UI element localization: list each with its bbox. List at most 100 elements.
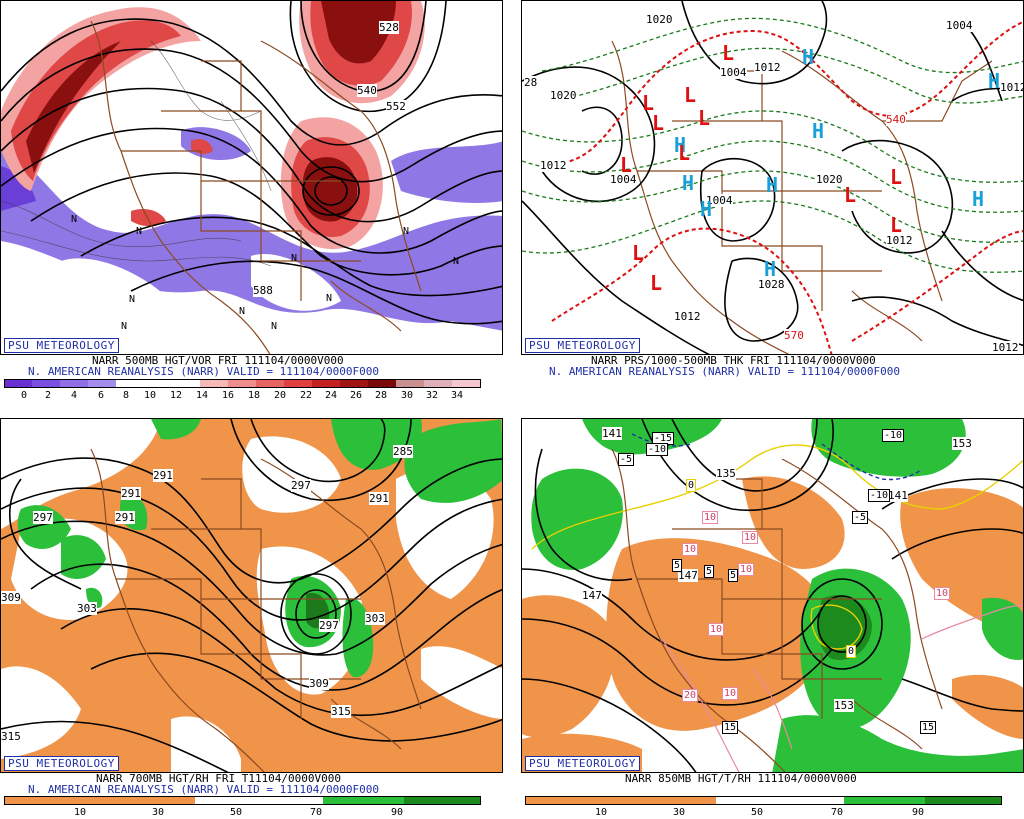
panel-850mb-temp-rh: 135 141 147 153 153 147 141 -15 -10 -5 -… [521,418,1024,819]
tick-label: 34 [450,390,464,401]
contour-label: 28 [524,76,538,89]
contour-label: 309 [309,677,329,690]
low-pressure-marker: L [844,183,857,207]
vort-marker: N [271,321,278,332]
pressure-field [522,1,1023,354]
tick-label: 24 [324,390,338,401]
tick-label: 90 [911,807,925,818]
contour-label: 291 [121,487,141,500]
temp-label: -5 [618,453,635,466]
caption-line1: NARR 700MB HGT/RH FRI T11104/0000V000 [96,772,342,785]
contour-label: 1004 [610,173,637,186]
tick-label: 8 [122,390,130,401]
high-pressure-marker: H [812,119,825,143]
contour-label: 153 [952,437,972,450]
colorbar-ticks: 0 2 4 6 8 10 12 14 16 18 20 22 24 26 28 … [4,390,481,401]
high-pressure-marker: H [972,187,985,211]
vort-marker: N [239,306,246,317]
low-pressure-marker: L [698,106,711,130]
map-850mb: 135 141 147 153 153 147 141 -15 -10 -5 -… [521,418,1024,773]
high-pressure-marker: H [766,173,779,197]
temp-label: 5 [728,569,739,582]
tick-label: 16 [221,390,235,401]
contour-label: 540 [886,113,906,126]
tick-label: 20 [273,390,287,401]
contour-label: 1012 [992,341,1019,354]
tick-label: 28 [374,390,388,401]
temp-label: 5 [672,559,683,572]
caption-line2: N. AMERICAN REANALYSIS (NARR) VALID = 11… [28,365,379,378]
temp-label: -10 [646,443,669,456]
contour-label: 1020 [816,173,843,186]
vorticity-colorbar [4,379,481,388]
contour-label: 297 [33,511,53,524]
contour-label: 303 [77,602,97,615]
tick-label: 50 [229,807,243,818]
contour-label: 147 [678,569,698,582]
psu-meteorology-badge: PSU METEOROLOGY [525,338,640,353]
low-pressure-marker: L [684,83,697,107]
colorbar-ticks: 10 30 50 70 90 [525,807,1002,818]
tick-label: 50 [750,807,764,818]
contour-label: 1012 [674,310,701,323]
tick-label: 6 [97,390,105,401]
contour-label: 315 [1,730,21,743]
tick-label: 70 [830,807,844,818]
caption-line1: NARR PRS/1000-500MB THK FRI 111104/0000V… [591,354,876,367]
tick-label: 12 [169,390,183,401]
high-pressure-marker: H [988,69,1001,93]
caption-line1: NARR 500MB HGT/VOR FRI 111104/0000V000 [92,354,344,367]
contour-label: 291 [153,469,173,482]
high-pressure-marker: H [764,257,777,281]
temp-label: 0 [846,645,857,658]
low-pressure-marker: L [890,165,903,189]
tick-label: 0 [20,390,28,401]
contour-label: 303 [365,612,385,625]
temp-label: 5 [704,565,715,578]
temp-label: 10 [742,531,759,544]
contour-label: 291 [115,511,135,524]
contour-label: 1004 [706,194,733,207]
tick-label: 70 [309,807,323,818]
temp-label: 10 [682,543,699,556]
contour-label: 147 [582,589,602,602]
vort-marker: N [121,321,128,332]
panel-surface-pressure-thickness: 1020 1020 1012 1004 1004 1012 1020 1028 … [521,0,1024,400]
contour-label: 285 [393,445,413,458]
tick-label: 30 [400,390,414,401]
contour-label: 297 [291,479,311,492]
temp-label: 10 [708,623,725,636]
contour-label: 1020 [646,13,673,26]
tick-label: 2 [44,390,52,401]
map-surface: 1020 1020 1012 1004 1004 1012 1020 1028 … [521,0,1024,355]
rh-colorbar [4,796,481,805]
low-pressure-marker: L [650,271,663,295]
tick-label: 90 [390,807,404,818]
low-pressure-marker: L [678,141,691,165]
contour-label: 1012 [540,159,567,172]
temp-label: 10 [722,687,739,700]
contour-label: 1020 [550,89,577,102]
vort-marker: N [129,294,136,305]
map-700mb: 291 291 291 285 297 297 291 303 297 303 … [0,418,503,773]
colorbar-ticks: 10 30 50 70 90 [4,807,481,818]
panel-700mb-rh: 291 291 291 285 297 297 291 303 297 303 … [0,418,503,819]
contour-label: 291 [369,492,389,505]
contour-label: 309 [1,591,21,604]
panel-500mb-vorticity: 528 540 552 588 N N N N N N N N N N PSU … [0,0,503,401]
vort-marker: N [291,253,298,264]
contour-label: 588 [253,284,273,297]
tick-label: 10 [143,390,157,401]
high-pressure-marker: H [674,133,687,157]
contour-label: 1004 [720,66,747,79]
contour-label: 1012 [1000,81,1023,94]
temp-label: 0 [686,479,697,492]
temp-label: 15 [722,721,739,734]
tick-label: 30 [151,807,165,818]
vort-marker: N [136,226,143,237]
caption-line2: N. AMERICAN REANALYSIS (NARR) VALID = 11… [549,365,900,378]
contour-label: 570 [784,329,804,342]
vort-marker: N [326,293,333,304]
contour-label: 552 [386,100,406,113]
tick-label: 26 [349,390,363,401]
